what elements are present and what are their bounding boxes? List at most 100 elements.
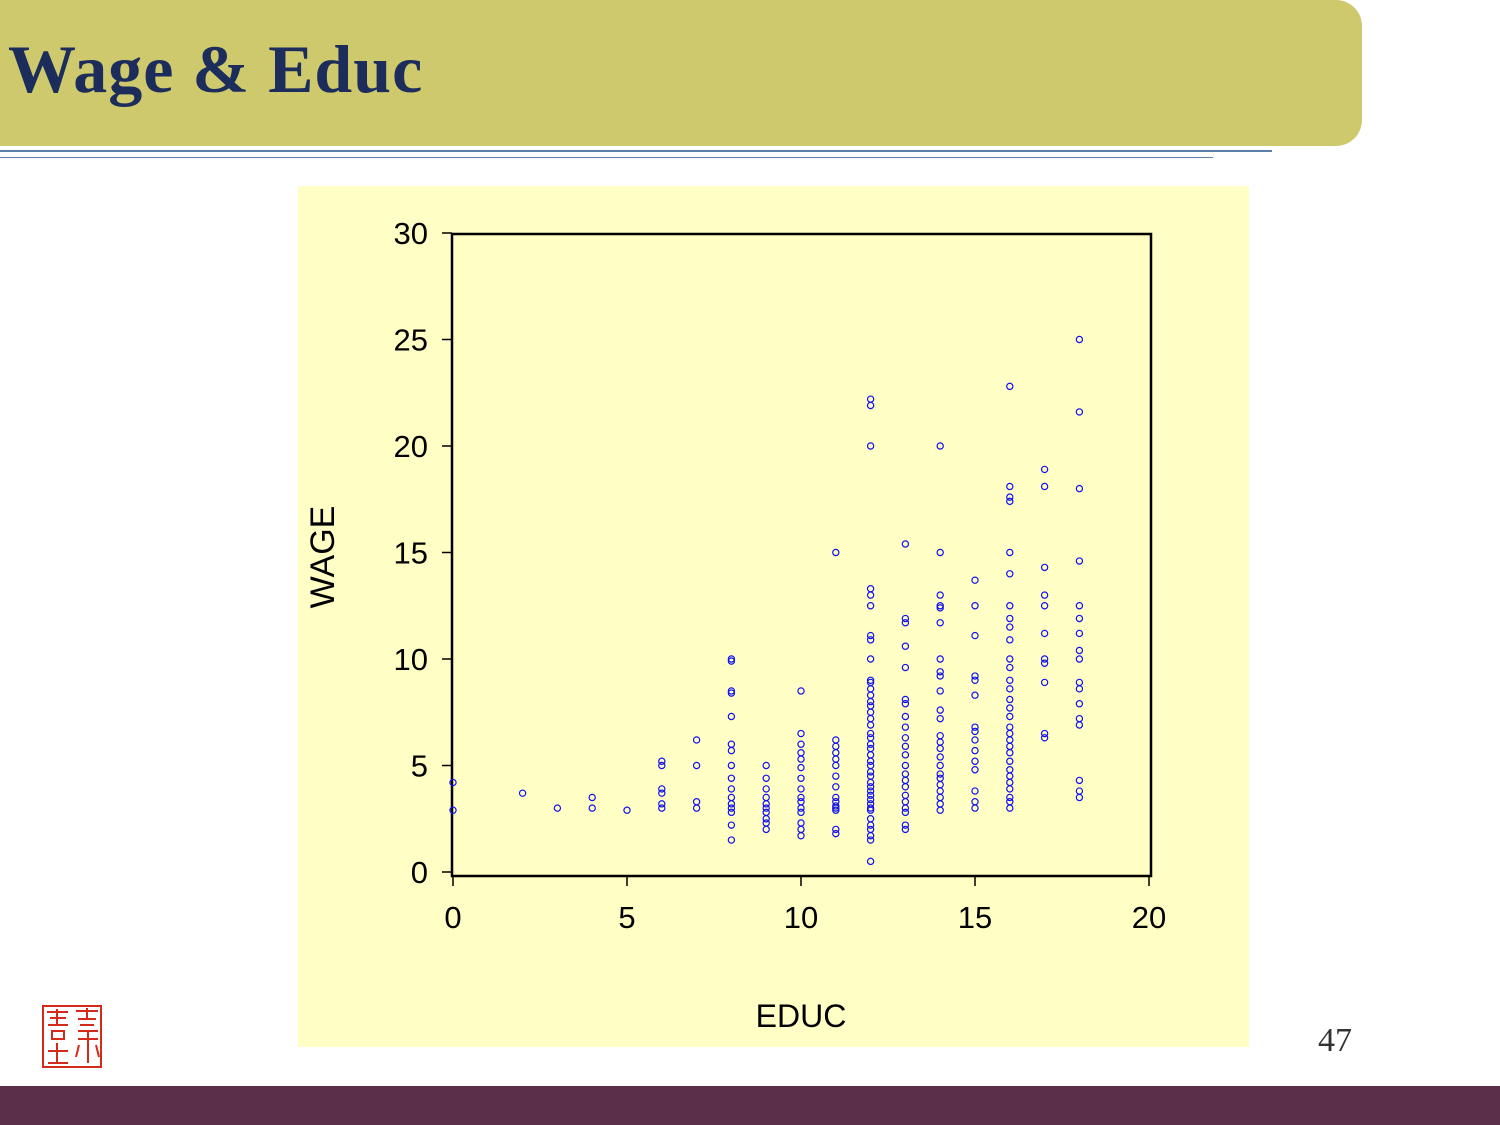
red-seal-stamp-icon [42,1005,102,1068]
x-tick-label: 5 [618,900,635,935]
data-point [797,729,805,738]
data-point [1006,623,1014,631]
data-point [936,793,944,802]
data-point [1075,655,1084,663]
data-point [762,761,770,770]
data-point [1006,497,1014,506]
data-point [936,668,944,676]
data-point [936,687,944,695]
data-point [727,655,736,663]
data-point [1075,614,1084,623]
y-axis-label: WAGE [304,506,342,609]
data-point [1075,557,1084,565]
data-point [971,798,979,806]
data-point [1006,742,1014,751]
data-point [866,676,875,684]
data-point [866,791,875,800]
data-point [936,780,944,789]
data-point [797,819,805,827]
data-point [866,395,875,403]
data-point [1006,723,1014,731]
data-point [866,768,875,776]
x-axis: 0 5 10 15 20 [444,876,1166,935]
data-point [971,727,979,736]
data-point [797,808,805,817]
data-point [866,591,875,599]
data-point [901,776,910,785]
data-point [901,783,910,791]
data-point [727,687,736,695]
data-point [553,804,562,812]
data-point [797,804,805,812]
data-point [832,825,840,834]
data-point [1040,602,1049,610]
data-point [901,614,910,623]
data-point [1006,685,1014,693]
data-point [866,691,875,699]
data-point [1006,772,1014,780]
data-point [1075,685,1084,693]
data-point [1075,700,1084,708]
data-point [1040,655,1049,663]
data-point [1006,757,1014,765]
title-underline-bottom [0,157,1213,158]
data-point [866,729,875,738]
data-point [866,836,875,844]
data-point [866,800,875,808]
data-point [727,821,736,829]
data-point [866,714,875,723]
data-point [1075,678,1084,687]
data-point [797,749,805,757]
data-point [866,678,875,687]
y-axis: 0 5 10 15 20 25 30 [394,216,452,890]
data-point [832,806,840,814]
data-point [1006,798,1014,806]
data-point [797,825,805,834]
data-point [901,663,910,672]
data-point [1006,570,1014,578]
data-point [866,442,875,450]
data-point [1006,736,1014,744]
data-point [866,787,875,795]
data-point [1006,778,1014,787]
data-point [971,576,979,584]
data-point [1006,676,1014,684]
data-point [971,676,979,684]
data-point [866,631,875,640]
data-point [866,783,875,791]
data-point [971,736,979,744]
data-point [762,815,770,823]
data-point [797,774,805,782]
data-point [1006,804,1014,812]
data-point [832,749,840,757]
data-point [588,804,596,812]
x-tick-label: 20 [1132,900,1166,935]
data-point [901,791,910,800]
data-point [727,793,736,802]
data-point [936,591,944,599]
data-point [727,804,736,812]
data-point [832,736,840,744]
data-point [1075,787,1084,795]
data-point [866,740,875,748]
data-point [936,604,944,612]
data-point [692,798,701,806]
title-band [0,0,1362,146]
data-point [936,761,944,770]
data-point [658,800,666,808]
data-point [971,757,979,765]
data-point [866,751,875,759]
data-point [936,787,944,795]
data-point [936,770,944,778]
data-point [866,685,875,693]
data-point [762,804,770,812]
data-point [866,757,875,765]
data-point [832,829,840,838]
data-point [901,695,910,704]
page-number: 47 [1318,1022,1352,1059]
data-point [936,655,944,663]
data-point [866,734,875,742]
data-point [971,723,979,731]
y-tick-label: 20 [394,429,428,464]
data-point [658,757,666,765]
